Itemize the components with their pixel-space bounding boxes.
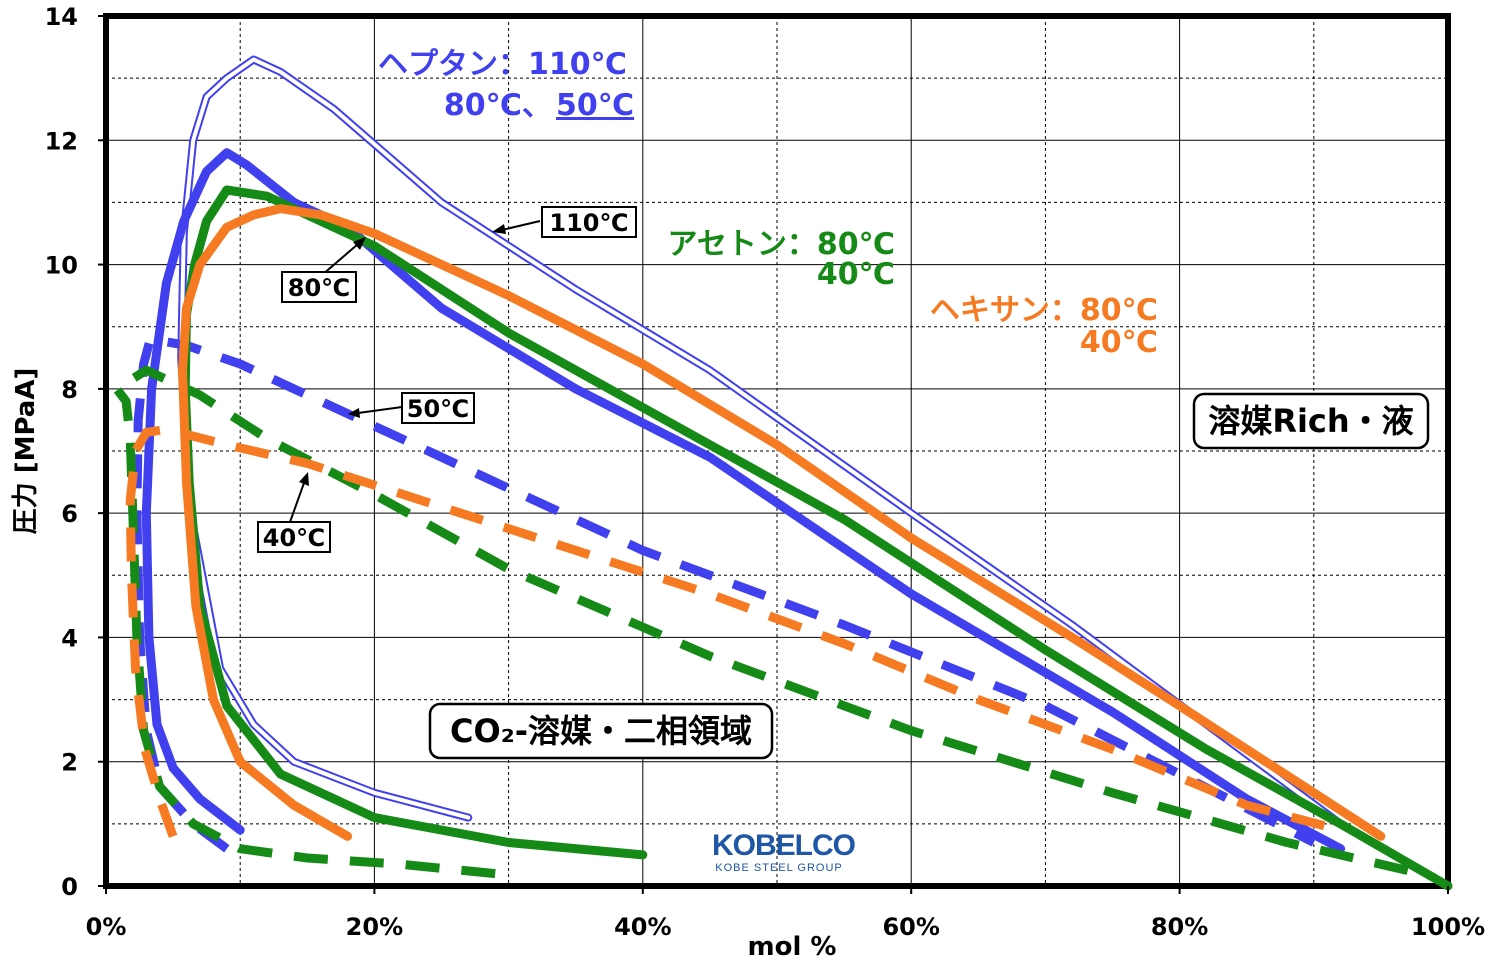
logo-name: KOBELCO	[712, 829, 856, 862]
series-5-line	[112, 365, 1423, 879]
series-layer	[112, 55, 1453, 891]
y-tick-label: 6	[61, 500, 78, 528]
y-tick-label: 14	[45, 3, 78, 31]
logo-subtitle: KOBE STEEL GROUP	[715, 862, 843, 874]
svg-text:80℃: 80℃	[288, 274, 350, 302]
annotation-hexane-line1: ヘキサン：80℃	[930, 293, 1158, 328]
series-1-line-inner	[179, 57, 1343, 826]
arrow-50	[348, 406, 403, 418]
y-axis-title: 圧力 [MPaA]	[11, 368, 41, 535]
series-2-line	[141, 148, 1346, 854]
x-tick-label: 100%	[1411, 913, 1485, 941]
series-7-line	[125, 424, 1342, 838]
svg-text:溶媒Rich・液: 溶媒Rich・液	[1208, 402, 1413, 440]
region-label-two-phase: CO₂-溶媒・二相領域	[428, 702, 774, 760]
x-tick-label: 60%	[882, 913, 939, 941]
y-tick-label: 8	[61, 376, 78, 404]
x-tick-label: 20%	[346, 913, 403, 941]
annotation-acetone-line2: 40℃	[817, 257, 895, 292]
x-tick-label: 80%	[1151, 913, 1208, 941]
region-label-liquid: 溶媒Rich・液	[1192, 392, 1430, 450]
series-4-line	[180, 185, 1453, 891]
series-6-line	[178, 204, 1386, 841]
annotation-hexane-line2: 40℃	[1080, 325, 1158, 360]
svg-text:40℃: 40℃	[263, 524, 325, 552]
plot-frame	[103, 13, 1451, 889]
label-box-40: 40℃	[257, 521, 331, 553]
tick-labels: 0% 20% 40% 60% 80% 100% 0 2 4 6 8 10 12 14	[45, 3, 1485, 941]
svg-text:110℃: 110℃	[549, 209, 628, 237]
y-tick-label: 2	[61, 749, 78, 777]
annotation-heptane-line1: ヘプタン：110℃	[378, 47, 627, 82]
x-tick-label: 40%	[614, 913, 671, 941]
svg-text:CO₂-溶媒・二相領域: CO₂-溶媒・二相領域	[450, 712, 752, 750]
y-tick-label: 12	[45, 127, 78, 155]
arrow-40	[289, 472, 309, 523]
x-tick-label: 0%	[86, 913, 127, 941]
svg-text:50℃: 50℃	[407, 395, 469, 423]
label-box-80: 80℃	[281, 271, 357, 303]
y-tick-label: 10	[45, 252, 78, 280]
x-axis-title: mol %	[748, 932, 837, 962]
y-tick-label: 4	[61, 624, 78, 652]
kobelco-logo: KOBELCO KOBE STEEL GROUP	[712, 829, 856, 875]
annotation-acetone-line1: アセトン：80℃	[668, 227, 895, 262]
annotation-heptane-line2a: 80℃、	[444, 88, 552, 123]
y-tick-label: 0	[61, 873, 78, 901]
arrow-80	[321, 237, 366, 276]
label-box-50: 50℃	[401, 392, 475, 424]
arrow-110	[492, 220, 541, 234]
label-box-110: 110℃	[541, 206, 637, 238]
annotation-heptane-line2b: 50℃	[556, 88, 634, 123]
grid-lines	[106, 16, 1448, 886]
